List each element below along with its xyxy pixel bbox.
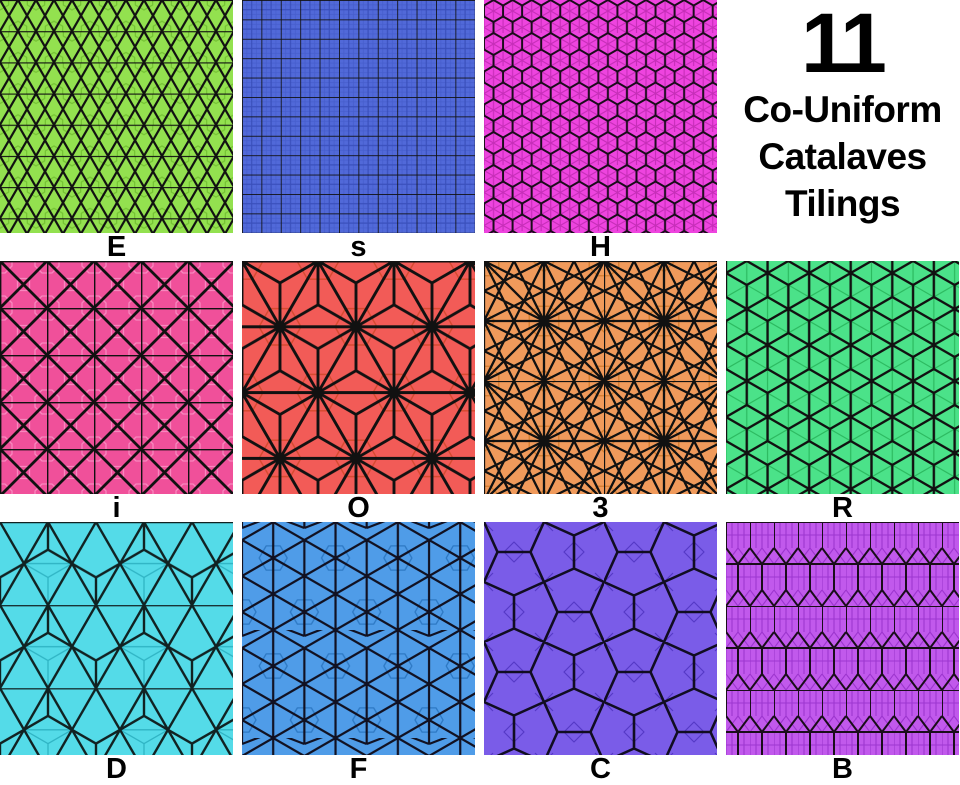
tiling-cell-C: C	[484, 522, 717, 785]
tiling-label-F: F	[349, 753, 368, 785]
tiling-pattern-F	[242, 522, 475, 755]
tiling-pattern-D	[0, 522, 233, 755]
tiling-label-H: H	[590, 231, 611, 263]
title-line-3: Tilings	[784, 183, 901, 224]
tiling-label-s: s	[350, 231, 367, 263]
tiling-label-R: R	[832, 492, 853, 524]
tiling-pattern-s	[242, 0, 475, 233]
tiling-pattern-R	[726, 261, 959, 494]
tiling-pattern-O	[242, 261, 475, 494]
tiling-cell-R: R	[726, 261, 959, 524]
tiling-cell-E: E	[0, 0, 233, 263]
tiling-cell-s: s	[242, 0, 475, 263]
tiling-label-B: B	[832, 753, 853, 785]
tiling-cell-i: i	[0, 261, 233, 524]
tiling-label-D: D	[106, 753, 127, 785]
tiling-label-C: C	[590, 753, 611, 785]
tiling-pattern-C	[484, 522, 717, 755]
tiling-label-i: i	[112, 492, 121, 524]
tiling-cell-3: 3	[484, 261, 717, 524]
tiling-pattern-B	[726, 522, 959, 755]
tiling-pattern-E	[0, 0, 233, 233]
tiling-label-E: E	[106, 231, 127, 263]
title-block: 11 Co-Uniform Catalaves Tilings	[726, 0, 959, 261]
tiling-cell-D: D	[0, 522, 233, 785]
tiling-label-O: O	[347, 492, 370, 524]
tiling-pattern-3	[484, 261, 717, 494]
tiling-pattern-i	[0, 261, 233, 494]
title-line-2: Catalaves	[758, 136, 927, 177]
tiling-cell-H: H	[484, 0, 717, 263]
title-line-1: Co-Uniform	[743, 89, 942, 130]
tiling-pattern-H	[484, 0, 717, 233]
tiling-cell-B: B	[726, 522, 959, 785]
title-number: 11	[801, 0, 887, 90]
tiling-label-3: 3	[592, 492, 609, 524]
tiling-cell-O: O	[242, 261, 475, 524]
tiling-cell-F: F	[242, 522, 475, 785]
